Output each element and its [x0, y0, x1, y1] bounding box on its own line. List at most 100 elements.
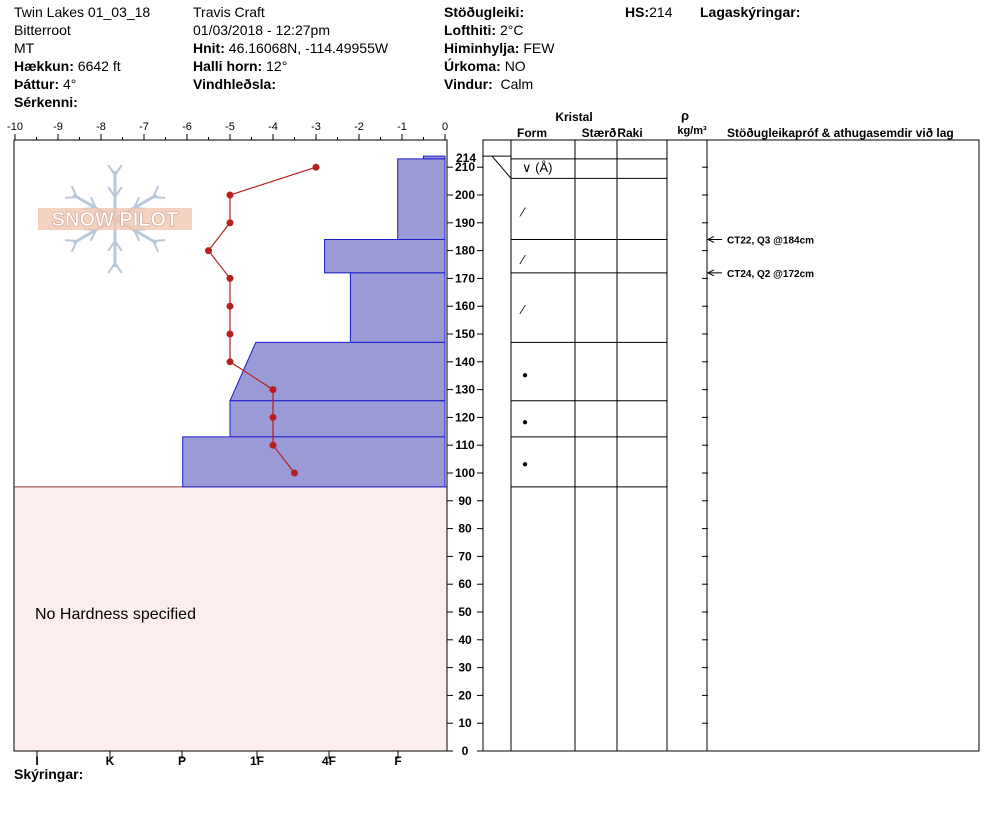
hardness-layer-5 — [229, 400, 446, 438]
snowflake-branch-icon — [152, 240, 160, 253]
temperature-point — [269, 441, 277, 449]
hardness-tick-label: 4F — [322, 754, 336, 768]
temp-tick-label: -2 — [354, 121, 364, 133]
slope-label: Halli horn: — [193, 58, 263, 74]
air-temp-label: Lofthiti: — [444, 22, 497, 38]
temperature-point — [226, 219, 234, 227]
grain-form-icon: ● — [522, 370, 528, 381]
snowflake-branch-icon — [107, 164, 116, 176]
grain-form-icon: ⁄ — [519, 252, 526, 267]
snowflake-branch-icon — [114, 164, 123, 176]
precip-label: Úrkoma: — [444, 58, 501, 74]
temperature-point — [226, 330, 234, 338]
hardness-tick-label: P — [178, 754, 186, 768]
col-moisture: Raki — [617, 126, 642, 140]
depth-tick-label: 60 — [458, 577, 472, 591]
no-hardness-label: No Hardness specified — [35, 606, 196, 623]
depth-tick-label: 110 — [455, 438, 475, 452]
temperature-point — [226, 302, 234, 310]
coords-label: Hnit: — [193, 40, 225, 56]
depth-tick-label: 0 — [462, 744, 469, 758]
snowflake-branch-icon — [89, 196, 97, 209]
snowflake-branch-icon — [153, 196, 166, 199]
wind: Vindur: Calm — [444, 76, 533, 93]
hardness-tick-label: 1F — [250, 754, 264, 768]
precip: Úrkoma: NO — [444, 58, 526, 75]
site-name: Twin Lakes 01_03_18 — [14, 4, 151, 20]
temperature-point — [226, 191, 234, 199]
layer-notes-label: Lagaskýringar: — [700, 4, 801, 20]
test-arrowhead-icon — [706, 236, 715, 243]
depth-tick-label: 190 — [455, 216, 475, 230]
hardness-layer-2 — [324, 238, 446, 274]
air-temp-value: 2°C — [499, 22, 524, 38]
depth-tick-label: 150 — [455, 327, 475, 341]
depth-tick-label: 100 — [455, 466, 475, 480]
temperature-point — [205, 247, 212, 255]
depth-tick-label: 200 — [455, 188, 475, 202]
depth-tick-label: 210 — [455, 160, 475, 174]
snowflake-branch-icon — [64, 196, 77, 199]
snowflake-branch-icon — [133, 229, 141, 242]
temperature-point — [312, 163, 320, 171]
stability-test-label: CT24, Q2 @172cm — [727, 269, 814, 280]
snowflake-branch-icon — [114, 240, 123, 252]
temperature-point — [291, 469, 298, 477]
col-density-unit: kg/m³ — [677, 125, 707, 137]
sky: Himinhylja: FEW — [444, 40, 554, 57]
aspect-label: Þáttur: — [14, 76, 60, 92]
hardness-layer-4 — [229, 341, 446, 402]
temp-tick-label: -3 — [311, 121, 321, 133]
coords-value: 46.16068N, -114.49955W — [228, 40, 389, 56]
snowflake-branch-icon — [107, 240, 116, 252]
elevation: Hækkun: 6642 ft — [14, 58, 121, 75]
logo-banner — [38, 208, 192, 230]
temp-tick-label: -9 — [53, 121, 63, 133]
temp-tick-label: -10 — [7, 121, 23, 133]
grain-form-icon: ● — [522, 417, 528, 428]
col-crystal: Kristal — [555, 110, 592, 124]
elevation-value: 6642 ft — [77, 58, 121, 74]
snowflake-branch-icon — [70, 185, 78, 198]
depth-tick-label: 70 — [458, 549, 472, 563]
grain-form-icon: ⁄ — [519, 205, 526, 220]
logo-text: SNOW PILOT — [52, 209, 179, 231]
test-arrowhead-icon — [706, 269, 715, 277]
aspect-value: 4° — [63, 76, 77, 92]
temperature-point — [269, 386, 277, 394]
surface-connector — [491, 155, 512, 179]
snowflake-branch-icon — [107, 262, 116, 274]
depth-tick-label: 140 — [455, 355, 475, 369]
hs-label: HS: — [625, 4, 650, 20]
snowflake-branch-icon — [133, 196, 141, 209]
elevation-label: Hækkun: — [14, 58, 74, 74]
coords: Hnit: 46.16068N, -114.49955W — [193, 40, 388, 57]
grain-form-icon: ∨ (Å) — [522, 160, 552, 175]
col-tests: Stöðugleikapróf & athugasemdir við lag — [727, 126, 954, 140]
depth-tick-label: 160 — [455, 299, 475, 313]
col-form: Form — [517, 126, 547, 140]
col-density-symbol: ρ — [681, 108, 689, 123]
temp-tick-label: -4 — [268, 121, 278, 133]
notes-label: Skýringar: — [14, 766, 84, 782]
range-name: Bitterroot — [14, 22, 71, 38]
hardness-tick-label: K — [106, 754, 115, 768]
observer: Travis Craft — [193, 4, 265, 20]
hardness-layer-6 — [182, 436, 446, 488]
depth-tick-label: 80 — [458, 522, 472, 536]
slope: Halli horn: 12° — [193, 58, 287, 75]
temp-tick-label: 0 — [442, 121, 448, 133]
hardness-layer-1 — [397, 158, 446, 240]
depth-tick-label: 20 — [458, 688, 472, 702]
hs: HS:214 — [625, 4, 672, 21]
state-name: MT — [14, 40, 35, 56]
hs-value: 214 — [649, 4, 673, 20]
grain-form-icon: ⁄ — [519, 302, 526, 317]
temp-tick-label: -5 — [225, 121, 235, 133]
features-label: Sérkenni: — [14, 94, 78, 110]
sky-label: Himinhylja: — [444, 40, 520, 56]
sky-value: FEW — [523, 40, 555, 56]
snowflake-branch-icon — [70, 240, 78, 253]
grain-form-icon: ● — [522, 459, 528, 470]
